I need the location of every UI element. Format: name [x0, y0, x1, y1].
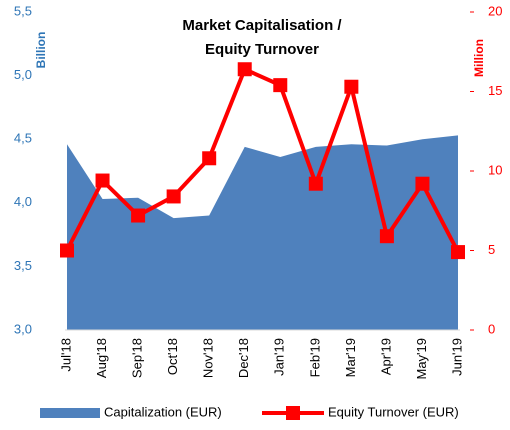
x-tick-label: Mar'19	[343, 338, 358, 377]
marker	[273, 78, 288, 93]
y-tick-label: 3,0	[14, 321, 32, 336]
marker	[131, 208, 146, 223]
x-tick-label: Sep'18	[130, 338, 145, 378]
x-tick-label: Nov'18	[201, 338, 216, 378]
y-tick-label: 5,0	[14, 67, 32, 82]
y2-tick-label: 0	[488, 321, 495, 336]
y2-tick-label: 15	[488, 83, 502, 98]
x-tick-label: Aug'18	[94, 338, 109, 378]
marker	[379, 229, 394, 244]
x-tick-label: Jun'19	[449, 338, 464, 376]
marker	[202, 151, 217, 166]
x-tick-label: Jan'19	[272, 338, 287, 376]
chart-title: Market Capitalisation /	[182, 17, 342, 34]
chart-title: Equity Turnover	[205, 41, 319, 58]
y-axis-label: Billion	[34, 32, 48, 69]
x-tick-label: Oct'18	[165, 338, 180, 375]
marker	[166, 189, 181, 204]
marker	[415, 176, 430, 191]
x-tick-label: Jul'18	[58, 338, 73, 372]
y-tick-label: 5,5	[14, 3, 32, 18]
x-tick-label: Dec'18	[236, 338, 251, 378]
legend-swatch	[286, 406, 300, 420]
marker	[344, 79, 359, 94]
marker	[237, 62, 252, 77]
y-tick-label: 3,5	[14, 258, 32, 273]
y2-tick-label: 10	[488, 162, 502, 177]
y2-tick-label: 20	[488, 3, 502, 18]
marker	[308, 176, 323, 191]
marker	[95, 173, 110, 188]
marker	[451, 245, 465, 260]
x-tick-label: Apr'19	[378, 338, 393, 375]
marker	[60, 243, 74, 258]
legend-label: Equity Turnover (EUR)	[328, 404, 459, 419]
area	[67, 135, 458, 330]
x-tick-label: May'19	[414, 338, 429, 380]
legend-label: Capitalization (EUR)	[104, 404, 222, 419]
y2-tick-label: 5	[488, 242, 495, 257]
x-tick-label: Feb'19	[307, 338, 322, 377]
y-tick-label: 4,5	[14, 131, 32, 146]
y-tick-label: 4,0	[14, 194, 32, 209]
legend-swatch	[40, 408, 100, 418]
y2-axis-label: Million	[472, 39, 486, 77]
